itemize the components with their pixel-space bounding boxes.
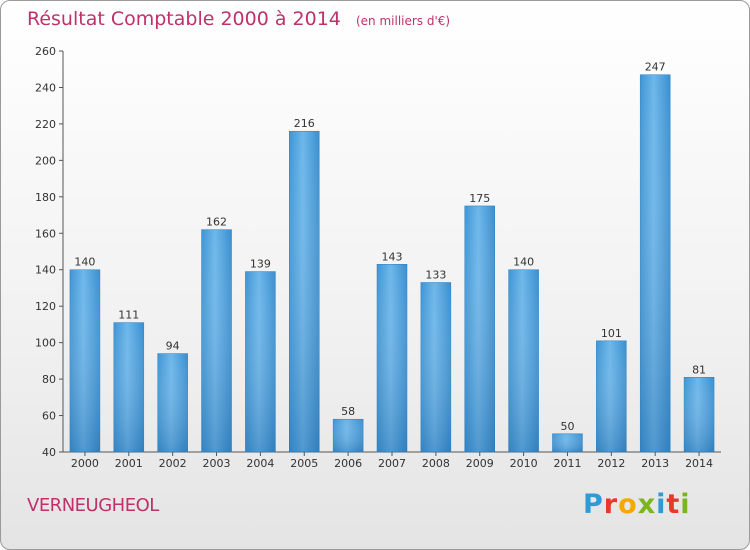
chart-title: Résultat Comptable 2000 à 2014 <box>27 8 341 30</box>
bar-shade-2004 <box>245 271 276 452</box>
x-tick-label: 2013 <box>641 457 669 470</box>
x-tick-label: 2001 <box>115 457 143 470</box>
x-tick-label: 2009 <box>466 457 494 470</box>
bar-value-label: 101 <box>601 327 622 340</box>
bar-shade-2013 <box>640 74 671 452</box>
x-tick-label: 2003 <box>203 457 231 470</box>
chart-subtitle: (en milliers d'€) <box>355 14 451 28</box>
x-tick-label: 2004 <box>246 457 274 470</box>
y-tick-label: 180 <box>35 191 56 204</box>
bar-shade-2010 <box>508 269 539 452</box>
bar-value-label: 58 <box>341 405 355 418</box>
bar-value-label: 81 <box>692 363 706 376</box>
x-tick-label: 2012 <box>597 457 625 470</box>
x-tick-label: 2010 <box>510 457 538 470</box>
bar-shade-2005 <box>289 131 320 452</box>
logo-letter: i <box>680 489 691 520</box>
logo-letter: r <box>603 489 619 520</box>
proxiti-logo: Proxiti <box>583 489 691 520</box>
bar-shade-2009 <box>464 205 495 452</box>
y-tick-label: 120 <box>35 300 56 313</box>
y-tick-label: 60 <box>42 410 56 423</box>
bar-shade-2006 <box>333 419 364 452</box>
bar-value-label: 139 <box>250 258 271 271</box>
bar-shade-2008 <box>420 282 451 452</box>
bar-shade-2007 <box>377 264 407 452</box>
logo-letter: P <box>583 489 604 520</box>
y-tick-label: 80 <box>42 373 56 386</box>
y-tick-label: 140 <box>35 264 56 277</box>
bar-shade-2000 <box>69 269 100 452</box>
chart-title-row: Résultat Comptable 2000 à 2014 (en milli… <box>27 8 450 30</box>
x-tick-label: 2008 <box>422 457 450 470</box>
bar-value-label: 133 <box>425 268 446 281</box>
logo-letter: o <box>618 489 638 520</box>
x-tick-label: 2006 <box>334 457 362 470</box>
y-tick-label: 260 <box>35 45 56 58</box>
x-tick-label: 2005 <box>290 457 318 470</box>
bar-shade-2003 <box>201 229 232 452</box>
bar-shade-2012 <box>596 340 627 452</box>
y-tick-label: 40 <box>42 446 56 459</box>
logo-letter: i <box>656 489 667 520</box>
bar-value-label: 111 <box>118 309 139 322</box>
bar-value-label: 140 <box>513 256 534 269</box>
x-tick-label: 2000 <box>71 457 99 470</box>
bar-value-label: 94 <box>166 340 180 353</box>
bar-shade-2014 <box>684 377 715 452</box>
x-tick-label: 2014 <box>685 457 713 470</box>
bar-value-label: 247 <box>645 61 666 74</box>
y-tick-label: 200 <box>35 154 56 167</box>
y-tick-label: 240 <box>35 81 56 94</box>
x-tick-label: 2011 <box>553 457 581 470</box>
commune-name: VERNEUGHEOL <box>27 495 159 516</box>
bar-shade-2002 <box>157 353 188 452</box>
bar-value-label: 216 <box>294 117 315 130</box>
x-tick-label: 2002 <box>159 457 187 470</box>
bar-value-label: 143 <box>382 250 403 263</box>
logo-letter: x <box>637 489 657 520</box>
y-tick-label: 160 <box>35 227 56 240</box>
bar-value-label: 175 <box>469 192 490 205</box>
bar-shade-2011 <box>552 433 583 452</box>
logo-letter: t <box>666 489 681 520</box>
bar-value-label: 140 <box>74 256 95 269</box>
bar-value-label: 50 <box>560 420 574 433</box>
bar-value-label: 162 <box>206 216 227 229</box>
bar-shade-2001 <box>113 322 144 452</box>
y-tick-label: 100 <box>35 337 56 350</box>
y-tick-label: 220 <box>35 118 56 131</box>
x-tick-label: 2007 <box>378 457 406 470</box>
